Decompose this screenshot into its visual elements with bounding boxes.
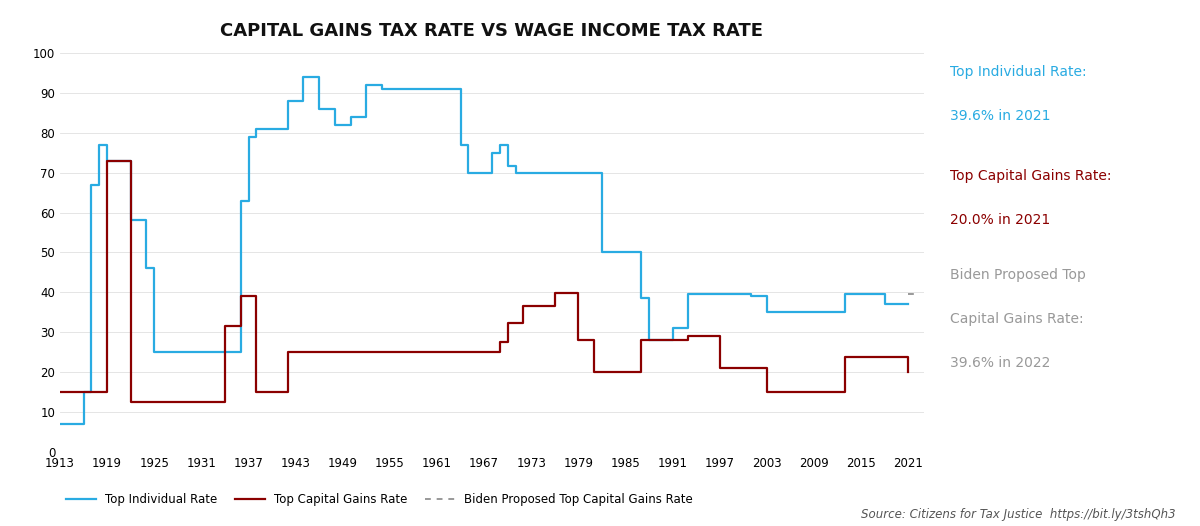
- Top Capital Gains Rate: [84, 389, 98, 396]
- Top Individual Rate: [760, 293, 774, 299]
- Text: Capital Gains Rate:: Capital Gains Rate:: [950, 312, 1084, 327]
- Top Individual Rate: [901, 301, 916, 308]
- Top Capital Gains Rate: [124, 399, 138, 406]
- Text: 39.6% in 2021: 39.6% in 2021: [950, 108, 1050, 123]
- Title: CAPITAL GAINS TAX RATE VS WAGE INCOME TAX RATE: CAPITAL GAINS TAX RATE VS WAGE INCOME TA…: [221, 22, 763, 40]
- Top Capital Gains Rate: [642, 337, 656, 343]
- Top Individual Rate: [642, 295, 656, 301]
- Top Capital Gains Rate: [77, 389, 91, 396]
- Legend: Top Individual Rate, Top Capital Gains Rate, Biden Proposed Top Capital Gains Ra: Top Individual Rate, Top Capital Gains R…: [61, 488, 697, 510]
- Top Capital Gains Rate: [634, 337, 648, 343]
- Biden Proposed Top Capital Gains Rate: [908, 291, 923, 297]
- Top Individual Rate: [92, 141, 107, 148]
- Top Individual Rate: [666, 325, 680, 331]
- Top Individual Rate: [634, 249, 648, 256]
- Line: Top Individual Rate: Top Individual Rate: [60, 77, 908, 424]
- Text: Source: Citizens for Tax Justice  https://bit.ly/3tshQh3: Source: Citizens for Tax Justice https:/…: [862, 508, 1176, 521]
- Text: 20.0% in 2021: 20.0% in 2021: [950, 213, 1050, 227]
- Text: Biden Proposed Top: Biden Proposed Top: [950, 268, 1086, 282]
- Text: 39.6% in 2022: 39.6% in 2022: [950, 357, 1050, 370]
- Line: Top Capital Gains Rate: Top Capital Gains Rate: [60, 160, 908, 402]
- Top Capital Gains Rate: [485, 349, 499, 356]
- Top Individual Rate: [53, 421, 67, 428]
- Text: Top Individual Rate:: Top Individual Rate:: [950, 65, 1086, 78]
- Top Capital Gains Rate: [100, 157, 114, 164]
- Biden Proposed Top Capital Gains Rate: [901, 291, 916, 297]
- Top Capital Gains Rate: [53, 389, 67, 396]
- Top Capital Gains Rate: [234, 323, 248, 330]
- Top Capital Gains Rate: [901, 369, 916, 376]
- Top Individual Rate: [296, 74, 311, 80]
- Text: Top Capital Gains Rate:: Top Capital Gains Rate:: [950, 168, 1111, 183]
- Top Individual Rate: [642, 337, 656, 343]
